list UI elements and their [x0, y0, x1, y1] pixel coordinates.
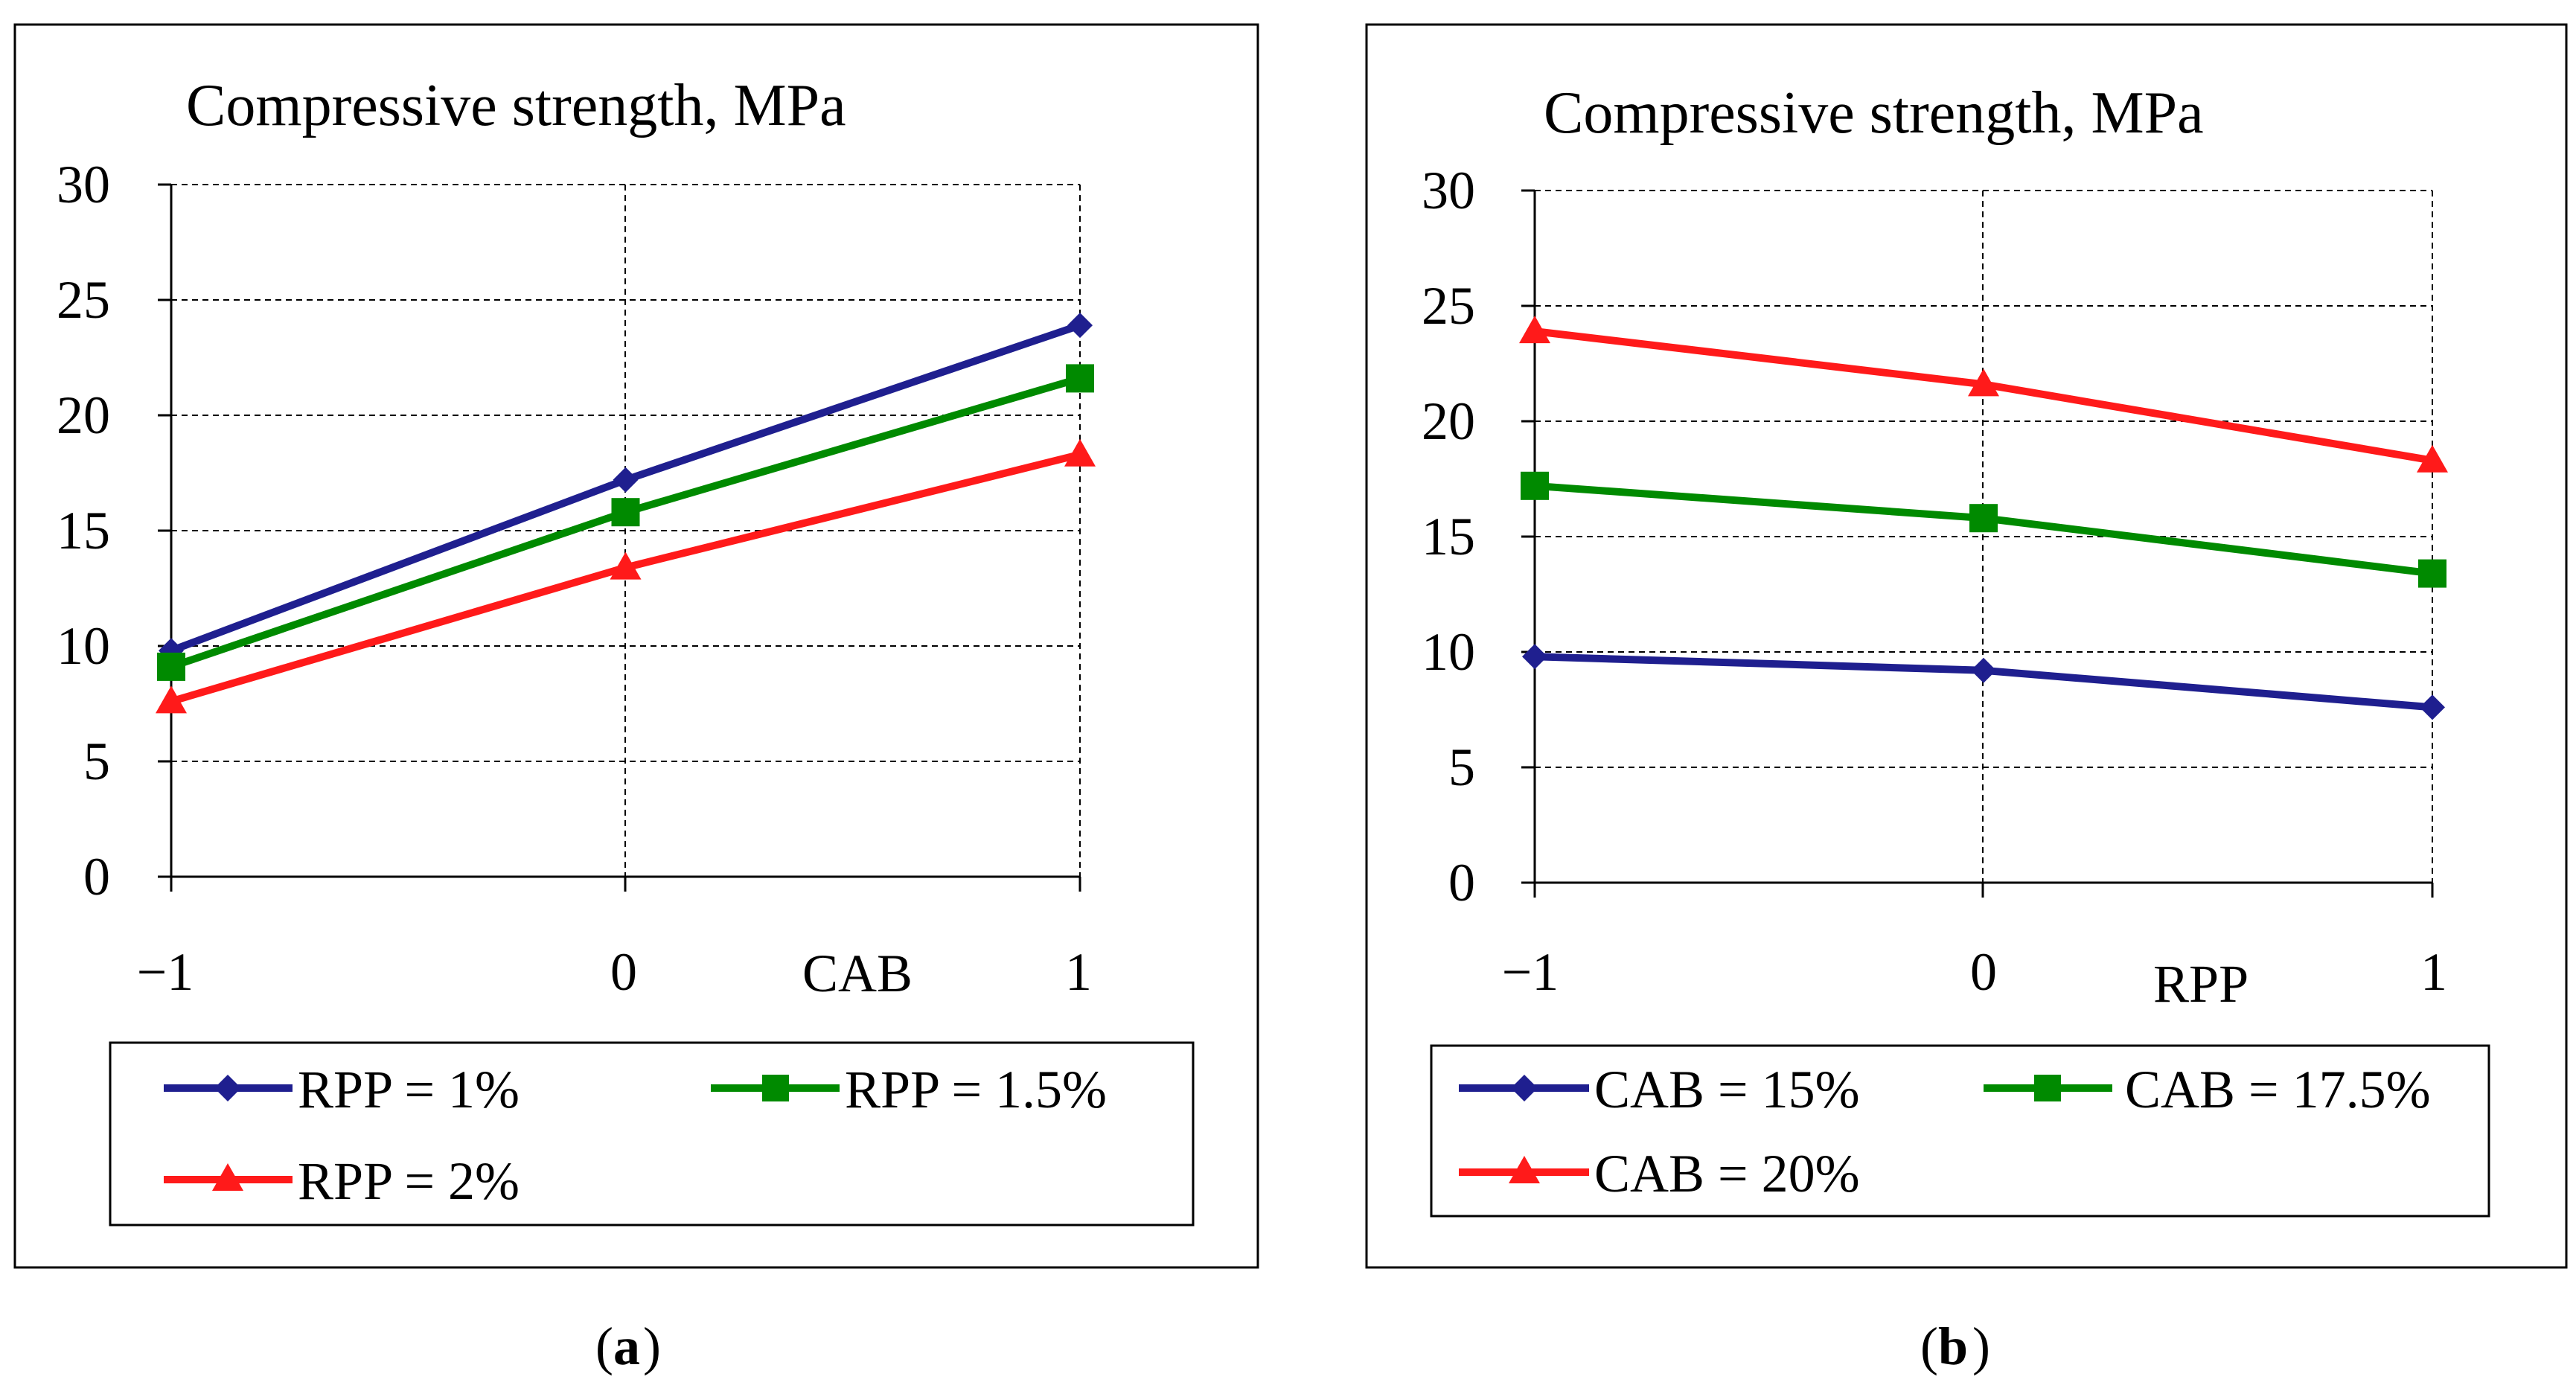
- data-point-cab-17-5: [1521, 471, 1549, 500]
- legend-label-rpp-1: RPP = 1%: [298, 1060, 520, 1119]
- panel-b-ytick-label: 20: [1422, 391, 1475, 451]
- panel-a-ytick-label: 30: [57, 155, 110, 214]
- data-point-cab-17-5: [2418, 559, 2446, 588]
- data-point-cab-17-5: [1969, 504, 1998, 533]
- data-point-rpp-1-5: [1066, 364, 1094, 393]
- panel-b-ytick-label: 5: [1448, 738, 1475, 797]
- panel-b-caption-close: ): [1972, 1317, 1990, 1376]
- panel-b-frame: [1365, 23, 2568, 1269]
- panel-b-xtick-label: −1: [1502, 942, 1559, 1002]
- panel-a-title: Compressive strength, MPa: [186, 73, 846, 138]
- panel-b-ytick-label: 10: [1422, 622, 1475, 682]
- data-point-cab-15: [1971, 657, 1996, 683]
- panel-b-ytick-label: 0: [1448, 853, 1475, 912]
- panel-b-xtick-label: 0: [1970, 942, 1997, 1002]
- panel-b-xtick-label: 1: [2420, 942, 2447, 1002]
- panel-b-legend-entry-2: CAB = 17.5%: [1984, 1060, 2431, 1119]
- data-point-cab-15: [2420, 694, 2445, 720]
- legend-diamond-marker: [214, 1075, 241, 1101]
- panel-a-legend-entry-1: RPP = 1%: [164, 1060, 520, 1119]
- panel-b-legend-frame: [1430, 1044, 2490, 1218]
- legend-diamond-marker: [1511, 1075, 1538, 1101]
- panel-a-caption: ( a ): [595, 1317, 661, 1376]
- panel-b-title: Compressive strength, MPa: [1544, 80, 2204, 146]
- panel-b-legend-entry-3: CAB = 20%: [1459, 1144, 1860, 1203]
- panel-a-legend-frame: [109, 1041, 1195, 1227]
- data-point-rpp-1-5: [157, 652, 185, 681]
- panel-a-ytick-label: 0: [83, 847, 110, 906]
- panel-a-xtick-label: 0: [610, 942, 637, 1002]
- data-point-cab-20: [1519, 316, 1550, 344]
- panel-a-grid: [171, 185, 1081, 877]
- panel-a-xtick-label: −1: [137, 942, 194, 1002]
- panel-a-xtick-labels: −1 0 1: [137, 942, 1092, 1002]
- panel-b-grid: [1535, 191, 2433, 883]
- panel-a-frame: [13, 23, 1259, 1269]
- panel-a-legend-entry-3: RPP = 2%: [164, 1151, 520, 1211]
- panel-a-xtick-label: 1: [1065, 942, 1092, 1002]
- data-point-rpp-2: [1064, 438, 1096, 467]
- panel-b-caption: ( b ): [1920, 1317, 1990, 1376]
- legend-triangle-marker: [1509, 1156, 1540, 1183]
- panel-a: Compressive strength, MPa: [13, 23, 1259, 1376]
- panel-a-ytick-labels: 30 25 20 15 10 5 0: [57, 155, 110, 906]
- panel-a-ytick-label: 15: [57, 501, 110, 560]
- panel-b-xtick-labels: −1 0 1: [1502, 942, 2447, 1002]
- legend-label-cab-15: CAB = 15%: [1594, 1060, 1860, 1119]
- data-point-rpp-1: [613, 467, 639, 493]
- panel-b-legend-entry-1: CAB = 15%: [1459, 1060, 1860, 1119]
- panel-a-axes: [158, 183, 1081, 892]
- legend-label-cab-17-5: CAB = 17.5%: [2125, 1060, 2431, 1119]
- panel-b-ytick-label: 25: [1422, 276, 1475, 336]
- panel-b-ytick-label: 15: [1422, 507, 1475, 566]
- data-point-rpp-2: [156, 685, 187, 714]
- data-point-rpp-2: [610, 551, 642, 580]
- panel-b-ytick-label: 30: [1422, 161, 1475, 220]
- panel-a-ytick-label: 25: [57, 270, 110, 330]
- legend-square-marker: [762, 1075, 789, 1101]
- panel-b-x-axis-label: RPP: [2153, 954, 2249, 1014]
- panel-b-caption-letter: b: [1938, 1317, 1968, 1376]
- data-point-rpp-1-5: [611, 498, 640, 527]
- legend-label-rpp-2: RPP = 2%: [298, 1151, 520, 1211]
- data-point-cab-20: [1968, 368, 1999, 397]
- data-point-cab-20: [2417, 444, 2448, 473]
- legend-square-marker: [2034, 1075, 2061, 1101]
- panel-b-plot: [1519, 316, 2448, 720]
- panel-a-caption-letter: a: [613, 1317, 640, 1376]
- legend-label-cab-20: CAB = 20%: [1594, 1144, 1860, 1203]
- panel-b-legend: CAB = 15% CAB = 17.5% CAB = 20%: [1430, 1044, 2490, 1218]
- panel-a-ytick-label: 10: [57, 616, 110, 676]
- panel-b-caption-open: (: [1920, 1317, 1938, 1376]
- data-point-rpp-1: [1067, 313, 1093, 339]
- panel-a-legend-entry-2: RPP = 1.5%: [711, 1060, 1107, 1119]
- panel-a-caption-close: ): [643, 1317, 661, 1376]
- panel-b-axes: [1521, 189, 2434, 898]
- panel-b-ytick-labels: 30 25 20 15 10 5 0: [1422, 161, 1475, 912]
- panel-a-x-axis-label: CAB: [802, 944, 913, 1003]
- panel-a-legend: RPP = 1% RPP = 1.5% RPP = 2%: [109, 1041, 1195, 1227]
- panel-a-ytick-label: 20: [57, 386, 110, 445]
- panel-b: Compressive strength, MPa: [1365, 23, 2568, 1376]
- legend-triangle-marker: [212, 1163, 243, 1191]
- legend-label-rpp-1-5: RPP = 1.5%: [845, 1060, 1107, 1119]
- panel-a-plot: [156, 313, 1096, 714]
- panel-a-ytick-label: 5: [83, 732, 110, 791]
- data-point-cab-15: [1522, 644, 1547, 670]
- panel-a-caption-open: (: [595, 1317, 613, 1376]
